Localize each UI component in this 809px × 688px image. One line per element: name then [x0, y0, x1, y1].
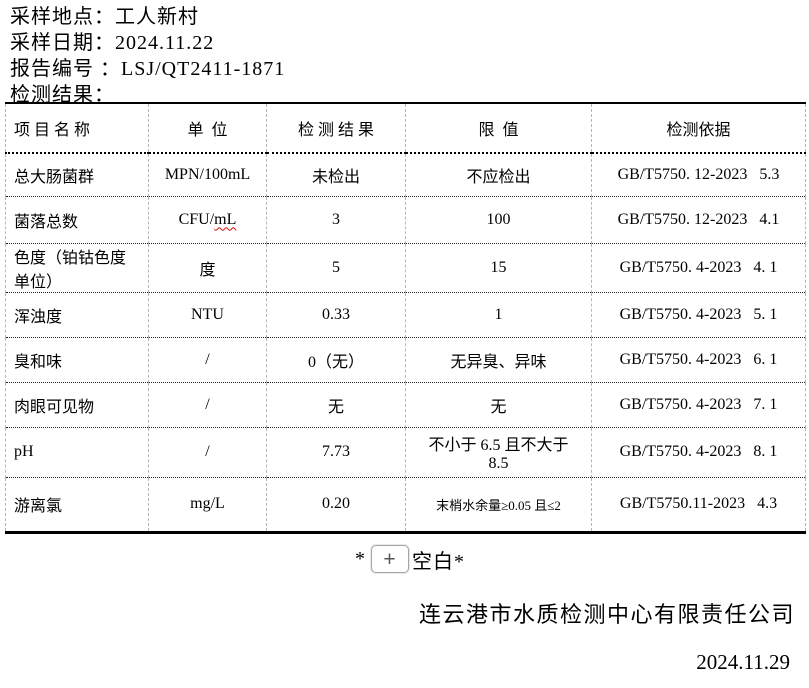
report-number-value: LSJ/QT2411-1871: [121, 58, 286, 80]
table-row: 总大肠菌群 MPN/100mL 未检出 不应检出 GB/T5750. 12-2023 5…: [5, 153, 806, 197]
report-number-line: 报告编号 ：LSJ/QT2411-1871: [10, 56, 285, 82]
column-header-basis: 检测依据: [591, 103, 806, 154]
cell-result: 未检出: [266, 153, 406, 197]
cell-name: 色度（铂钴色度 单位）: [5, 243, 149, 293]
cell-unit: /: [148, 337, 267, 383]
cell-result: 0.20: [266, 477, 406, 532]
cell-name: 总大肠菌群: [5, 153, 149, 197]
cell-basis: GB/T5750. 4-2023 6. 1: [591, 337, 806, 383]
cell-unit: mg/L: [148, 477, 267, 532]
cell-result: 0（无）: [266, 337, 406, 383]
table-header-row: 项 目 名 称 单 位 检 测 结 果 限 值 检测依据: [5, 103, 806, 154]
cell-basis: GB/T5750. 12-2023 5.3: [591, 153, 806, 197]
company-name: 连云港市水质检测中心有限责任公司: [418, 602, 795, 627]
cell-unit: /: [148, 427, 267, 478]
cell-name: 菌落总数: [5, 196, 149, 244]
sampling-date-line: 采样日期：2024.11.22: [10, 30, 285, 56]
blank-note-prefix: *: [355, 547, 366, 570]
cell-result: 3: [266, 196, 406, 244]
results-table: 项 目 名 称 单 位 检 测 结 果 限 值 检测依据 总大肠菌群 MPN/10…: [5, 102, 806, 534]
cell-limit: 15: [405, 243, 592, 293]
spellcheck-underline: mL: [214, 210, 237, 228]
cell-name: pH: [5, 427, 149, 478]
sampling-location-label: 采样地点：: [10, 6, 115, 28]
cell-unit: 度: [148, 243, 267, 293]
cell-result: 0.33: [266, 292, 406, 338]
plus-icon: +: [383, 547, 397, 571]
results-caption-label: 检测结果：: [10, 84, 115, 106]
sampling-location-value: 工人新村: [115, 6, 199, 28]
column-header-item-name: 项 目 名 称: [5, 103, 149, 154]
cell-limit: 无异臭、异味: [405, 337, 592, 383]
table-row: 浑浊度 NTU 0.33 1 GB/T5750. 4-2023 5. 1: [5, 292, 806, 338]
cell-unit: NTU: [148, 292, 267, 338]
table-row: pH/7.73 不小于 6.5 且不大于 8.5 GB/T5750. 4-2023 …: [5, 427, 806, 478]
cell-result: 无: [266, 382, 406, 428]
cell-limit: 无: [405, 382, 592, 428]
column-header-result: 检 测 结 果: [266, 103, 406, 154]
report-header: 采样地点：工人新村 采样日期：2024.11.22 报告编号 ：LSJ/QT24…: [10, 4, 285, 108]
cell-basis: GB/T5750. 4-2023 8. 1: [591, 427, 806, 478]
table-row: 菌落总数 CFU/mL 3 100 GB/T5750. 12-2023 4.1: [5, 196, 806, 244]
cell-name: 游离氯: [5, 477, 149, 532]
blank-note-suffix: 空白*: [412, 550, 465, 573]
blank-note: * + 空白*: [0, 542, 809, 576]
cell-unit: CFU/mL: [148, 196, 267, 244]
cell-name: 浑浊度: [5, 292, 149, 338]
cell-basis: GB/T5750. 4-2023 7. 1: [591, 382, 806, 428]
cell-limit: 100: [405, 196, 592, 244]
cell-basis: GB/T5750. 4-2023 4. 1: [591, 243, 806, 293]
expand-button[interactable]: +: [371, 545, 409, 573]
table-row: 臭和味/0（无） 无异臭、异味 GB/T5750. 4-2023 6. 1: [5, 337, 806, 383]
cell-unit: MPN/100mL: [148, 153, 267, 197]
cell-basis: GB/T5750.11-2023 4.3: [591, 477, 806, 532]
table-row: 游离氯 mg/L 0.20 末梢水余量≥0.05 且≤2 GB/T5750.11-202…: [5, 477, 806, 532]
results-caption-line: 检测结果：: [10, 82, 285, 108]
cell-limit: 不应检出: [405, 153, 592, 197]
column-header-limit: 限 值: [405, 103, 592, 154]
cell-limit: 末梢水余量≥0.05 且≤2: [405, 477, 592, 532]
cell-limit: 1: [405, 292, 592, 338]
cell-unit: /: [148, 382, 267, 428]
table-row: 色度（铂钴色度 单位）度 5 15 GB/T5750. 4-2023 4. 1: [5, 243, 806, 293]
table-row: 肉眼可见物 / 无无 GB/T5750. 4-2023 7. 1: [5, 382, 806, 428]
cell-name: 臭和味: [5, 337, 149, 383]
cell-limit: 不小于 6.5 且不大于 8.5: [405, 427, 592, 478]
cell-name: 肉眼可见物: [5, 382, 149, 428]
sampling-date-label: 采样日期：: [10, 32, 115, 54]
column-header-unit: 单 位: [148, 103, 267, 154]
sampling-date-value: 2024.11.22: [115, 32, 215, 54]
sampling-location-line: 采样地点：工人新村: [10, 4, 285, 30]
cell-basis: GB/T5750. 4-2023 5. 1: [591, 292, 806, 338]
cell-result: 5: [266, 243, 406, 293]
cell-basis: GB/T5750. 12-2023 4.1: [591, 196, 806, 244]
cell-result: 7.73: [266, 427, 406, 478]
report-number-label: 报告编号 ：: [10, 58, 121, 80]
report-date: 2024.11.29: [696, 650, 790, 674]
